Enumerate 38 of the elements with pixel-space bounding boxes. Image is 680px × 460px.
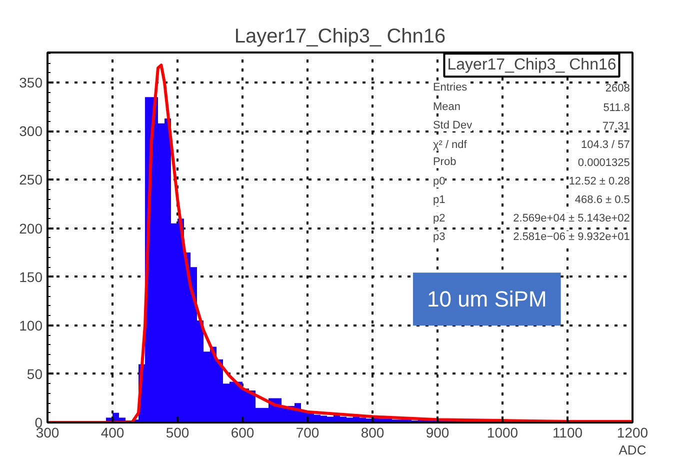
y-tick-label: 200 <box>19 220 43 236</box>
annotation: 77.31 <box>602 120 630 132</box>
annotation: 511.8 <box>603 102 630 114</box>
annotation: Entries <box>432 81 468 94</box>
annotation: 468.6 ± 0.5 <box>574 194 630 206</box>
x-tick-label: 1200 <box>616 424 648 440</box>
x-tick-label: 500 <box>166 424 190 440</box>
annotation: p1 <box>432 194 446 206</box>
y-tick-label: 100 <box>19 317 43 334</box>
x-tick-label: 700 <box>296 424 320 440</box>
x-tick-label: 1000 <box>486 424 518 440</box>
y-tick-label: 300 <box>19 123 43 140</box>
annotation: p2 <box>432 212 446 225</box>
annotation: 2.569e+04 ± 5.143e+02 <box>513 212 630 225</box>
y-tick-label: 150 <box>19 268 43 285</box>
x-tick-label: 600 <box>230 424 254 440</box>
annotation: 0.0001325 <box>578 157 630 170</box>
annotation: 2608 <box>605 82 630 94</box>
annotation: p3 <box>432 231 446 244</box>
x-tick-label: 1100 <box>552 424 583 440</box>
annotation: Std Dev <box>432 119 473 132</box>
annotation: 104.3 / 57 <box>580 138 630 151</box>
annotation: p0 <box>432 176 446 188</box>
x-axis-title: ADC <box>618 442 646 458</box>
annotation: χ² / ndf <box>432 138 468 151</box>
annotation: Prob <box>432 156 456 168</box>
x-tick-label: 900 <box>426 424 450 440</box>
x-tick-label: 400 <box>100 424 124 440</box>
y-tick-label: 50 <box>26 366 43 382</box>
annotation: 2.581e−06 ± 9.932e+01 <box>513 231 630 244</box>
annotation: Mean <box>432 100 460 113</box>
annotation: 12.52 ± 0.28 <box>568 176 630 188</box>
annotation: 10 um SiPM <box>426 286 547 312</box>
y-tick-label: 250 <box>19 172 43 188</box>
y-tick-label: 350 <box>19 74 43 91</box>
chart-title: Layer17_Chip3_ Chn16 <box>234 26 446 48</box>
annotation: Layer17_Chip3_ Chn16 <box>447 56 616 74</box>
x-tick-label: 800 <box>360 424 384 440</box>
